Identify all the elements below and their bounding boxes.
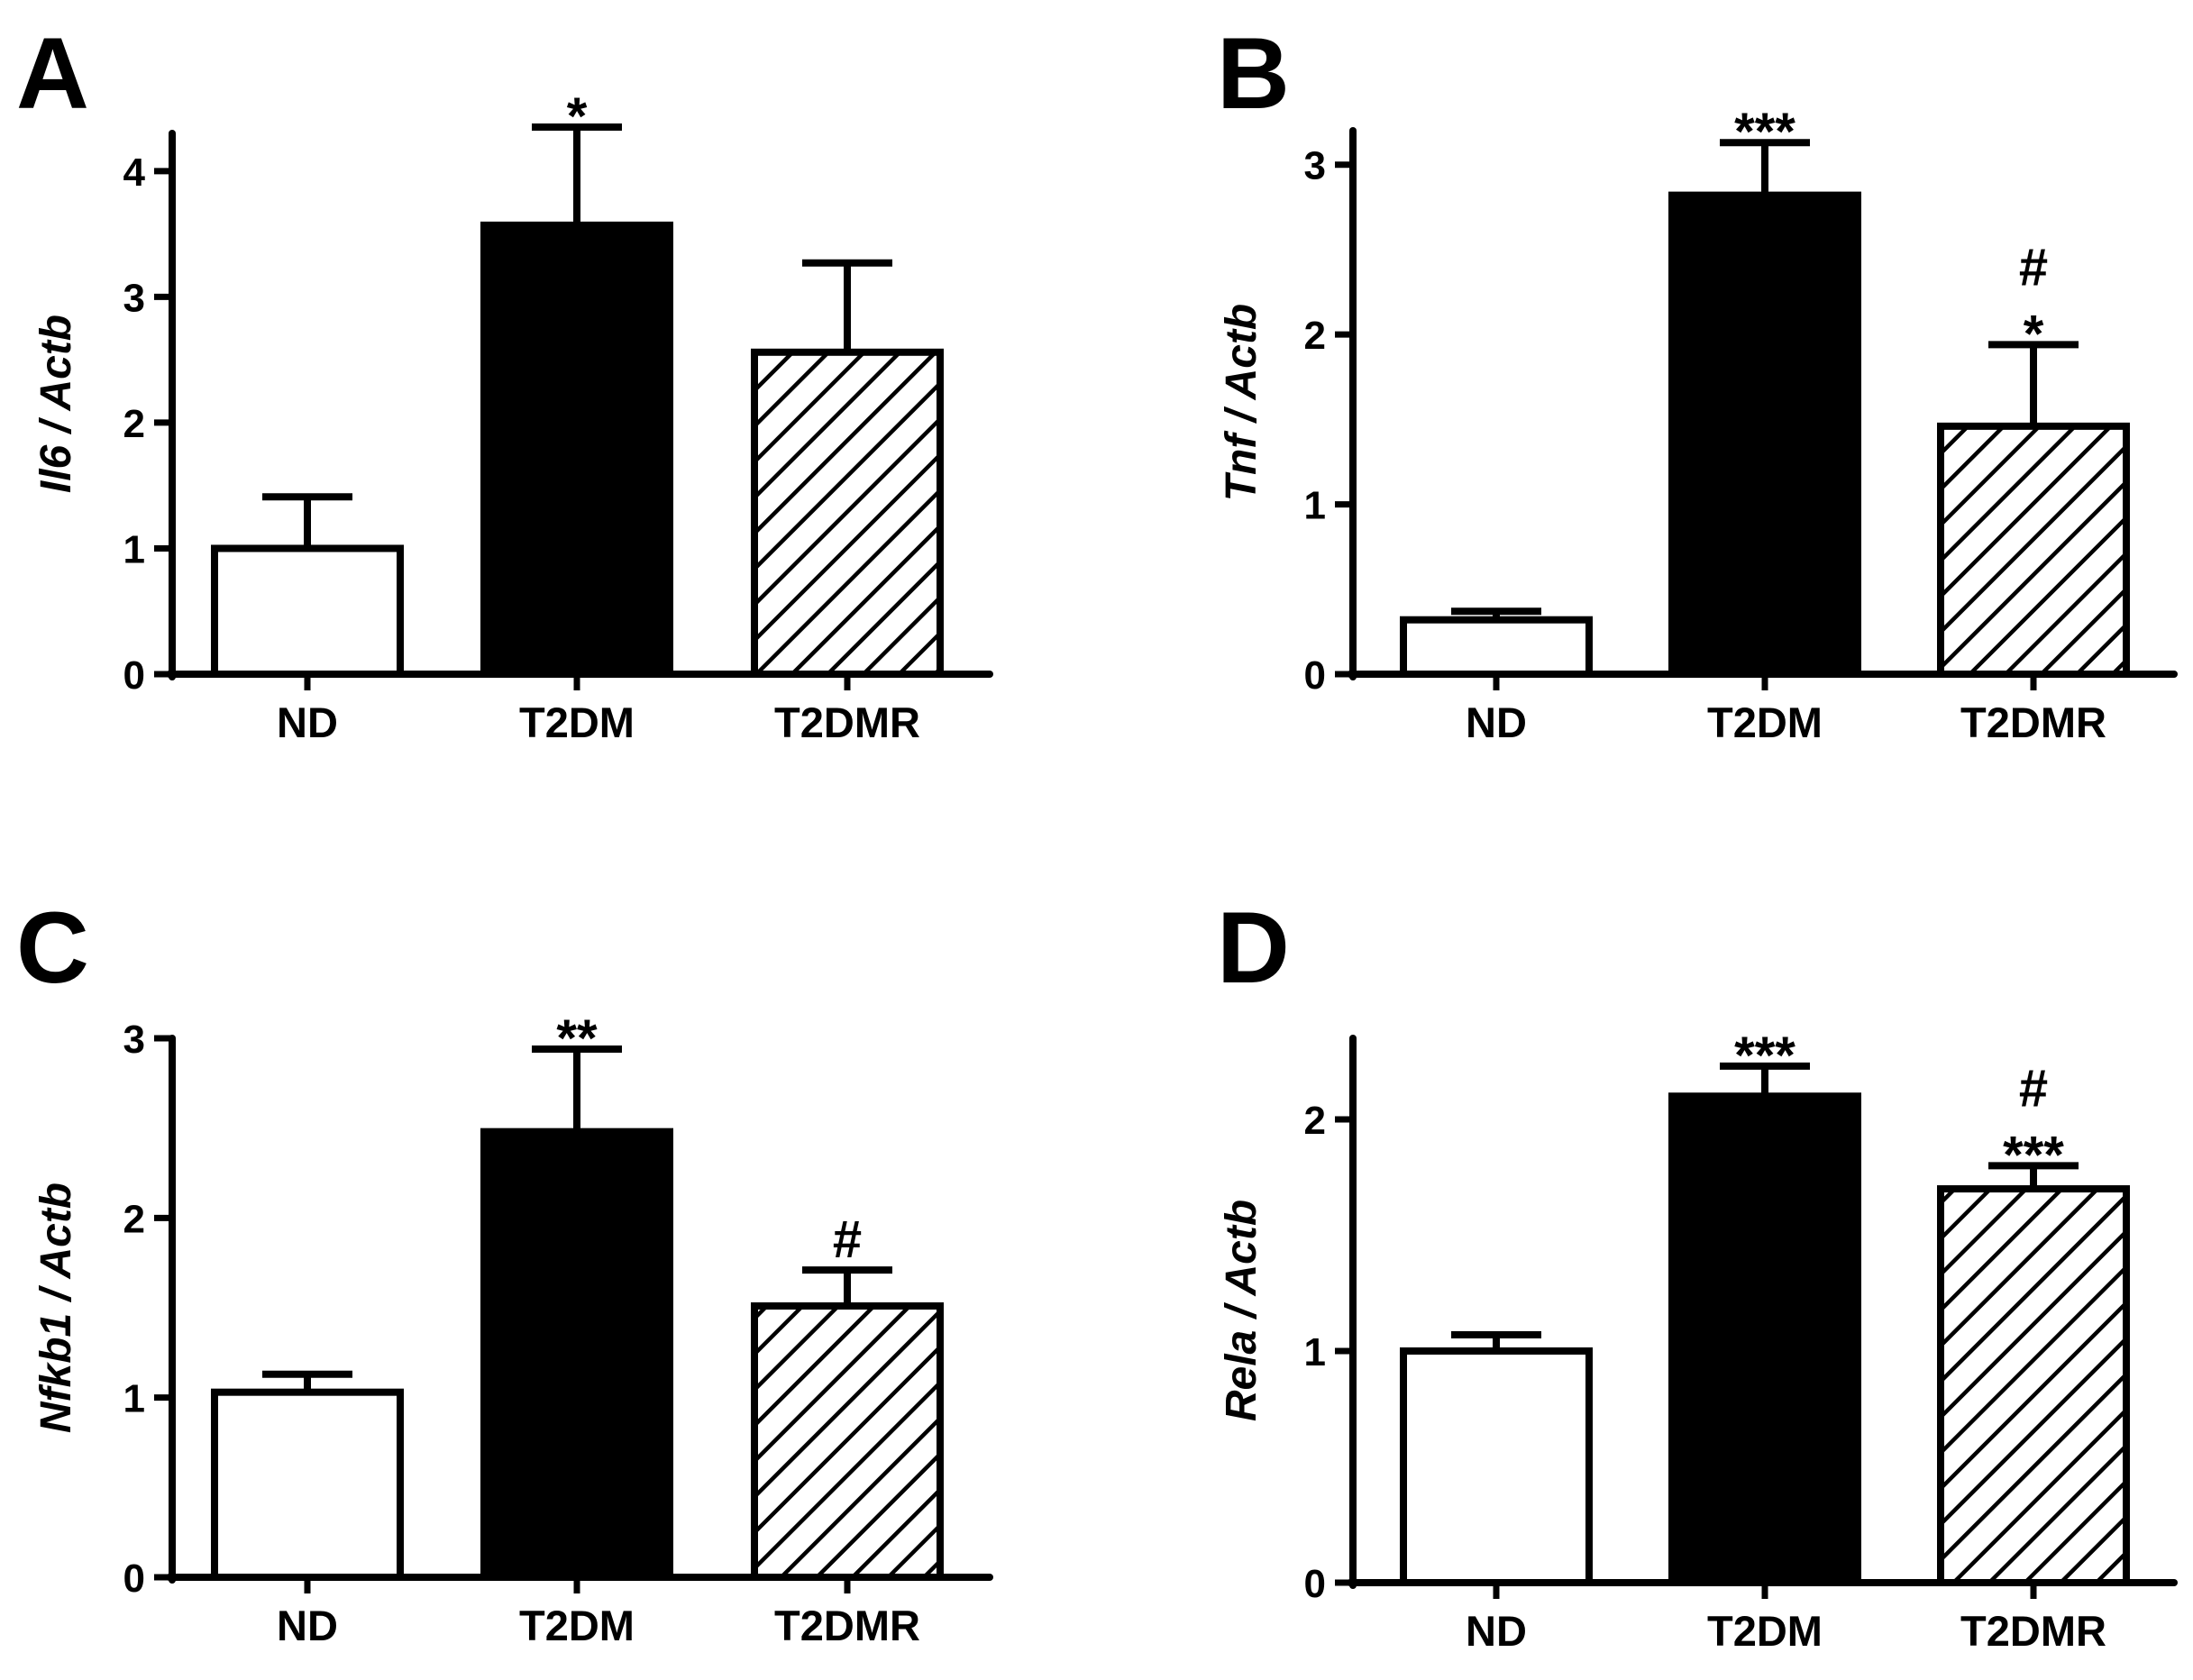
bar-nd xyxy=(1400,1347,1593,1587)
y-tick-label: 2 xyxy=(1304,314,1326,358)
bar-t2dmr xyxy=(751,348,944,678)
bar-nd xyxy=(1400,616,1593,679)
chart-panel-c: C Nfkb1 / Actb 0 1 2 3 ND T2DM ** T2DMR # xyxy=(16,891,993,1649)
significance-label: # xyxy=(833,1210,862,1269)
y-axis-title: Il6 / Actb xyxy=(32,315,80,493)
y-tick-label: 1 xyxy=(1304,484,1326,528)
bar-t2dmr xyxy=(1937,422,2130,678)
significance-label: *** xyxy=(1734,1027,1796,1085)
y-tick-label: 2 xyxy=(123,402,145,446)
bar-nd xyxy=(211,544,404,678)
bar-nd xyxy=(211,1388,404,1581)
bar-t2dm xyxy=(480,1128,673,1581)
panel-letter: D xyxy=(1217,891,1290,1004)
x-category-label: ND xyxy=(1466,698,1527,746)
x-category-label: T2DM xyxy=(519,698,635,746)
x-category-label: ND xyxy=(1466,1607,1527,1655)
y-axis-title: Tnf / Actb xyxy=(1218,304,1266,502)
y-tick-label: 3 xyxy=(1304,144,1326,188)
panel-letter: A xyxy=(16,17,89,130)
y-axis-title: Rela / Actb xyxy=(1218,1200,1266,1421)
x-category-label: ND xyxy=(277,1602,338,1649)
chart-panel-d: D Rela / Actb 0 1 2 ND T2DM *** T2DMR # *** xyxy=(1217,891,2178,1655)
x-category-label: T2DMR xyxy=(1960,1607,2106,1655)
x-category-label: T2DMR xyxy=(774,1602,920,1649)
y-tick-label: 0 xyxy=(123,1557,145,1601)
panel-letter: B xyxy=(1217,17,1290,130)
y-tick-label: 2 xyxy=(123,1197,145,1241)
y-tick-label: 1 xyxy=(123,527,145,571)
bar-t2dmr xyxy=(1937,1185,2130,1586)
x-category-label: T2DM xyxy=(1707,698,1823,746)
y-tick-label: 0 xyxy=(123,653,145,698)
x-category-label: ND xyxy=(277,698,338,746)
y-tick-label: 3 xyxy=(123,1018,145,1062)
y-tick-label: 0 xyxy=(1304,1562,1326,1606)
significance-label: # xyxy=(2019,238,2048,297)
bar-t2dm xyxy=(1668,1092,1861,1587)
x-category-label: T2DMR xyxy=(774,698,920,746)
y-tick-label: 2 xyxy=(1304,1099,1326,1143)
significance-label: # xyxy=(2019,1059,2048,1118)
y-tick-label: 0 xyxy=(1304,653,1326,698)
significance-label: ** xyxy=(556,1009,598,1068)
x-category-label: T2DMR xyxy=(1960,698,2106,746)
chart-panel-a: A Il6 / Actb 0 1 2 3 4 ND T2DM * T2DMR xyxy=(16,17,993,746)
bar-t2dmr xyxy=(751,1302,944,1582)
significance-label: * xyxy=(567,87,588,146)
significance-label: *** xyxy=(1734,103,1796,161)
x-category-label: T2DM xyxy=(519,1602,635,1649)
bar-t2dm xyxy=(480,221,673,678)
y-axis-title: Nfkb1 / Actb xyxy=(32,1182,80,1433)
chart-panel-b: B Tnf / Actb 0 1 2 3 ND T2DM *** T2DMR # * xyxy=(1217,17,2178,746)
x-category-label: T2DM xyxy=(1707,1607,1823,1655)
significance-label: * xyxy=(2024,305,2044,363)
y-tick-label: 3 xyxy=(123,276,145,320)
significance-label: *** xyxy=(2003,1126,2064,1184)
bar-t2dm xyxy=(1668,191,1861,678)
panel-letter: C xyxy=(16,891,89,1004)
y-tick-label: 1 xyxy=(1304,1330,1326,1374)
y-tick-label: 1 xyxy=(123,1377,145,1421)
y-tick-label: 4 xyxy=(123,151,146,195)
